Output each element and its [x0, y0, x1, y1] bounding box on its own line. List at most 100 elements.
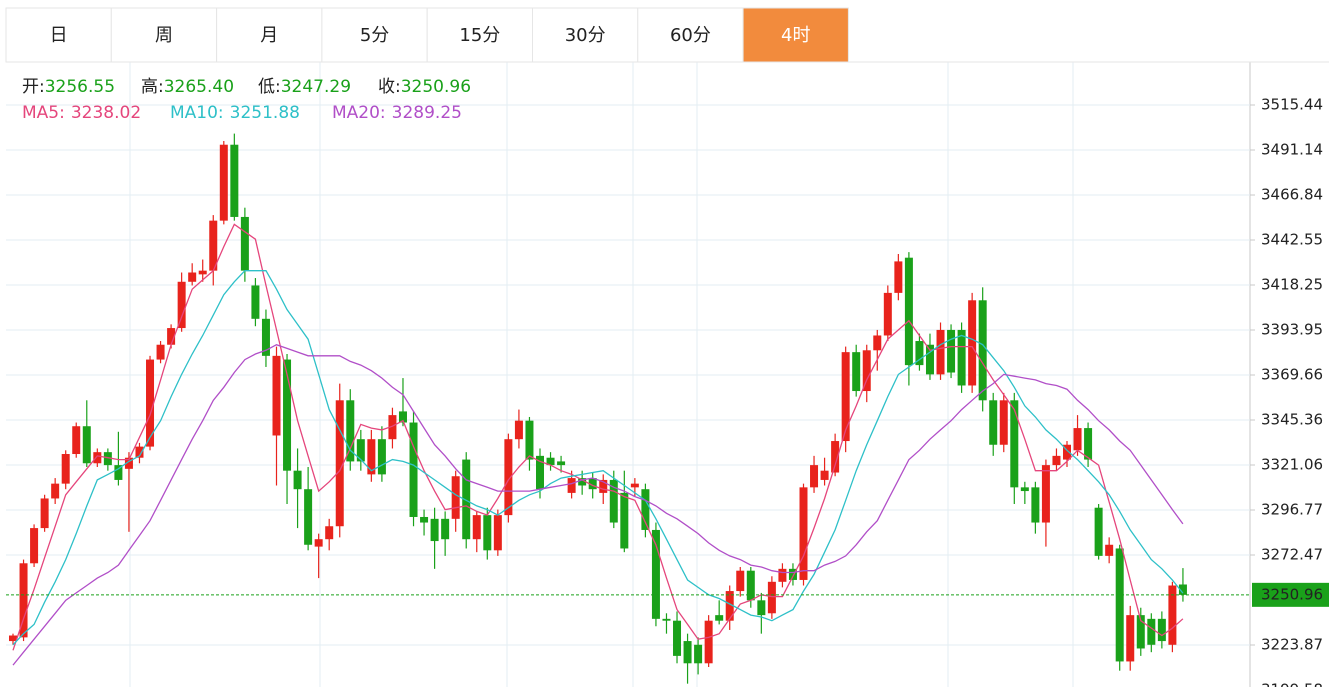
candle-body	[915, 341, 924, 366]
candle-body	[30, 528, 39, 564]
candle-body	[493, 515, 502, 551]
candle-body	[51, 483, 60, 499]
tab-label[interactable]: 月	[260, 25, 278, 46]
candle-body	[272, 355, 281, 436]
candle-body	[841, 352, 850, 442]
candle-body	[567, 478, 576, 493]
y-tick-label: 3418.25	[1261, 276, 1323, 294]
candle-body	[578, 478, 587, 486]
candle-body	[1063, 444, 1071, 460]
candle-body	[599, 479, 608, 493]
y-tick-label: 3345.36	[1261, 411, 1323, 429]
candle-body	[398, 411, 407, 423]
candle-body	[662, 618, 671, 621]
tab[interactable]	[5, 7, 112, 63]
ohlc-readout: 高:3265.40	[141, 77, 234, 97]
tab-label[interactable]: 15分	[459, 25, 500, 46]
candle-body	[472, 515, 481, 540]
candle-body	[1020, 487, 1029, 492]
candle-body	[904, 257, 913, 366]
time-grid	[129, 62, 1074, 687]
ma-value: 3238.02	[71, 103, 141, 123]
candle-body	[156, 344, 165, 360]
candle-body	[820, 470, 829, 480]
candle-body	[72, 426, 81, 455]
candle-body	[788, 568, 797, 580]
tab-label[interactable]: 60分	[670, 25, 711, 46]
candle-body	[778, 568, 787, 582]
candle-body	[620, 492, 629, 549]
tab[interactable]	[321, 7, 428, 63]
ohlc-value: 3247.29	[281, 77, 351, 97]
ohlc-label: 开:	[22, 77, 45, 97]
candle-body	[167, 328, 176, 345]
candle-body	[694, 644, 703, 664]
tab-label[interactable]: 5分	[360, 25, 389, 46]
ma-line	[12, 223, 1184, 651]
tab[interactable]	[742, 7, 849, 63]
candle-body	[1041, 465, 1050, 523]
candle-body	[736, 570, 745, 592]
candle-body	[873, 335, 882, 351]
candle-body	[557, 461, 566, 466]
candle-body	[1126, 615, 1135, 662]
candle-body	[683, 641, 692, 664]
ma-name: MA10:	[170, 103, 224, 123]
y-tick-label: 3515.44	[1261, 96, 1323, 114]
candle-body	[114, 465, 123, 480]
ohlc-readout: 开:3256.55	[22, 77, 115, 97]
candle-body	[430, 518, 439, 542]
tab-label[interactable]: 日	[50, 25, 68, 46]
candle-body	[852, 352, 861, 392]
candle-body	[283, 359, 292, 471]
candle-body	[40, 498, 49, 529]
candle-body	[925, 344, 934, 375]
candle-body	[1073, 428, 1082, 451]
candle-body	[831, 441, 840, 473]
candle-body	[82, 426, 91, 464]
candle-body	[483, 515, 492, 551]
candle-body	[767, 581, 776, 614]
candle-body	[188, 272, 197, 282]
tab-label[interactable]: 30分	[565, 25, 606, 46]
tab[interactable]	[532, 7, 639, 63]
candle-body	[1147, 618, 1156, 645]
y-tick-label: 3296.77	[1261, 500, 1323, 518]
candle-body	[947, 329, 956, 373]
ma-legend: MA10: 3251.88	[170, 103, 300, 123]
candle-body	[609, 479, 618, 523]
tab[interactable]	[637, 7, 744, 63]
candle-body	[230, 144, 239, 217]
ma-line	[12, 343, 1184, 666]
ohlc-label: 收:	[378, 77, 401, 97]
candle-body	[514, 420, 523, 440]
tab-label[interactable]: 周	[155, 25, 173, 46]
candle-body	[883, 292, 892, 336]
candle-body	[641, 489, 650, 530]
last-price-box	[1252, 582, 1329, 607]
candle-body	[1136, 615, 1145, 649]
candle-body	[103, 452, 112, 466]
tab[interactable]	[110, 7, 218, 63]
ma-value: 3251.88	[230, 103, 300, 123]
candle-body	[1084, 428, 1093, 460]
candle-body	[146, 359, 155, 447]
candle-body	[209, 220, 218, 271]
tab-label[interactable]: 4时	[781, 25, 810, 46]
candle-body	[219, 144, 228, 221]
candle-body	[1105, 544, 1114, 556]
candle-body	[451, 476, 460, 519]
candle-body	[261, 318, 270, 356]
candle-body	[999, 400, 1008, 445]
y-tick-label: 3272.47	[1261, 546, 1323, 564]
tab[interactable]	[426, 7, 534, 63]
y-tick-label: 3369.66	[1261, 366, 1323, 384]
ohlc-value: 3256.55	[45, 77, 115, 97]
last-price-label: 3250.96	[1261, 585, 1323, 603]
candle-body	[61, 454, 70, 484]
candle-body	[304, 489, 313, 545]
candle-body	[757, 600, 766, 616]
candle-body	[989, 400, 998, 445]
candle-body	[504, 439, 513, 516]
